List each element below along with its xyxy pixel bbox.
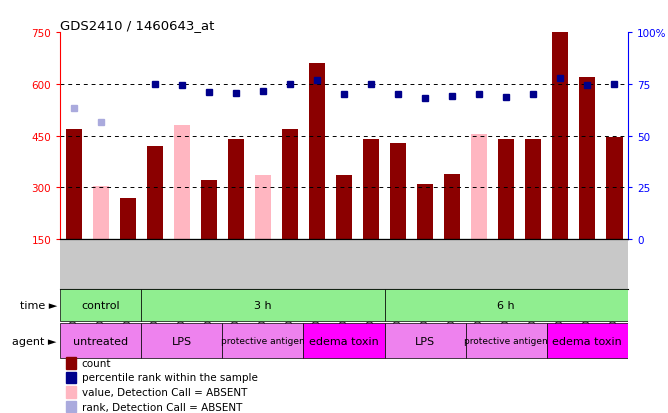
- Bar: [471, 135, 488, 240]
- Text: untreated: untreated: [73, 336, 128, 346]
- Bar: [525, 140, 541, 240]
- Bar: [498, 140, 514, 240]
- Text: protective antigen: protective antigen: [221, 336, 305, 345]
- Bar: [363, 140, 379, 240]
- Bar: [552, 30, 568, 240]
- Text: protective antigen: protective antigen: [464, 336, 548, 345]
- Text: value, Detection Call = ABSENT: value, Detection Call = ABSENT: [81, 387, 247, 397]
- Bar: [579, 78, 595, 240]
- Bar: [336, 176, 352, 240]
- Bar: [65, 401, 76, 413]
- Bar: [282, 129, 298, 240]
- Bar: [303, 323, 385, 358]
- Text: 6 h: 6 h: [498, 301, 515, 311]
- Text: GDS2410 / 1460643_at: GDS2410 / 1460643_at: [60, 19, 214, 32]
- Bar: [141, 290, 385, 321]
- Text: agent ►: agent ►: [13, 336, 57, 346]
- Bar: [385, 290, 628, 321]
- Bar: [385, 323, 466, 358]
- Bar: [255, 176, 271, 240]
- Text: LPS: LPS: [172, 336, 192, 346]
- Bar: [309, 64, 325, 240]
- Bar: [65, 372, 76, 383]
- Text: edema toxin: edema toxin: [309, 336, 379, 346]
- Bar: [65, 386, 76, 398]
- Bar: [60, 323, 141, 358]
- Text: rank, Detection Call = ABSENT: rank, Detection Call = ABSENT: [81, 401, 242, 411]
- Bar: [222, 323, 303, 358]
- Text: LPS: LPS: [415, 336, 435, 346]
- Bar: [444, 174, 460, 240]
- Bar: [417, 185, 434, 240]
- Bar: [607, 138, 623, 240]
- Bar: [65, 357, 76, 369]
- Bar: [174, 126, 190, 240]
- Bar: [547, 323, 628, 358]
- Bar: [60, 290, 141, 321]
- Text: edema toxin: edema toxin: [552, 336, 622, 346]
- Text: time ►: time ►: [19, 301, 57, 311]
- Text: percentile rank within the sample: percentile rank within the sample: [81, 373, 258, 382]
- Bar: [147, 147, 163, 240]
- Bar: [93, 186, 109, 240]
- Bar: [141, 323, 222, 358]
- Bar: [200, 181, 217, 240]
- Text: control: control: [81, 301, 120, 311]
- Bar: [228, 140, 244, 240]
- Text: count: count: [81, 358, 111, 368]
- Bar: [390, 143, 406, 240]
- Bar: [466, 323, 547, 358]
- Bar: [120, 198, 136, 240]
- Bar: [65, 129, 81, 240]
- Text: 3 h: 3 h: [254, 301, 272, 311]
